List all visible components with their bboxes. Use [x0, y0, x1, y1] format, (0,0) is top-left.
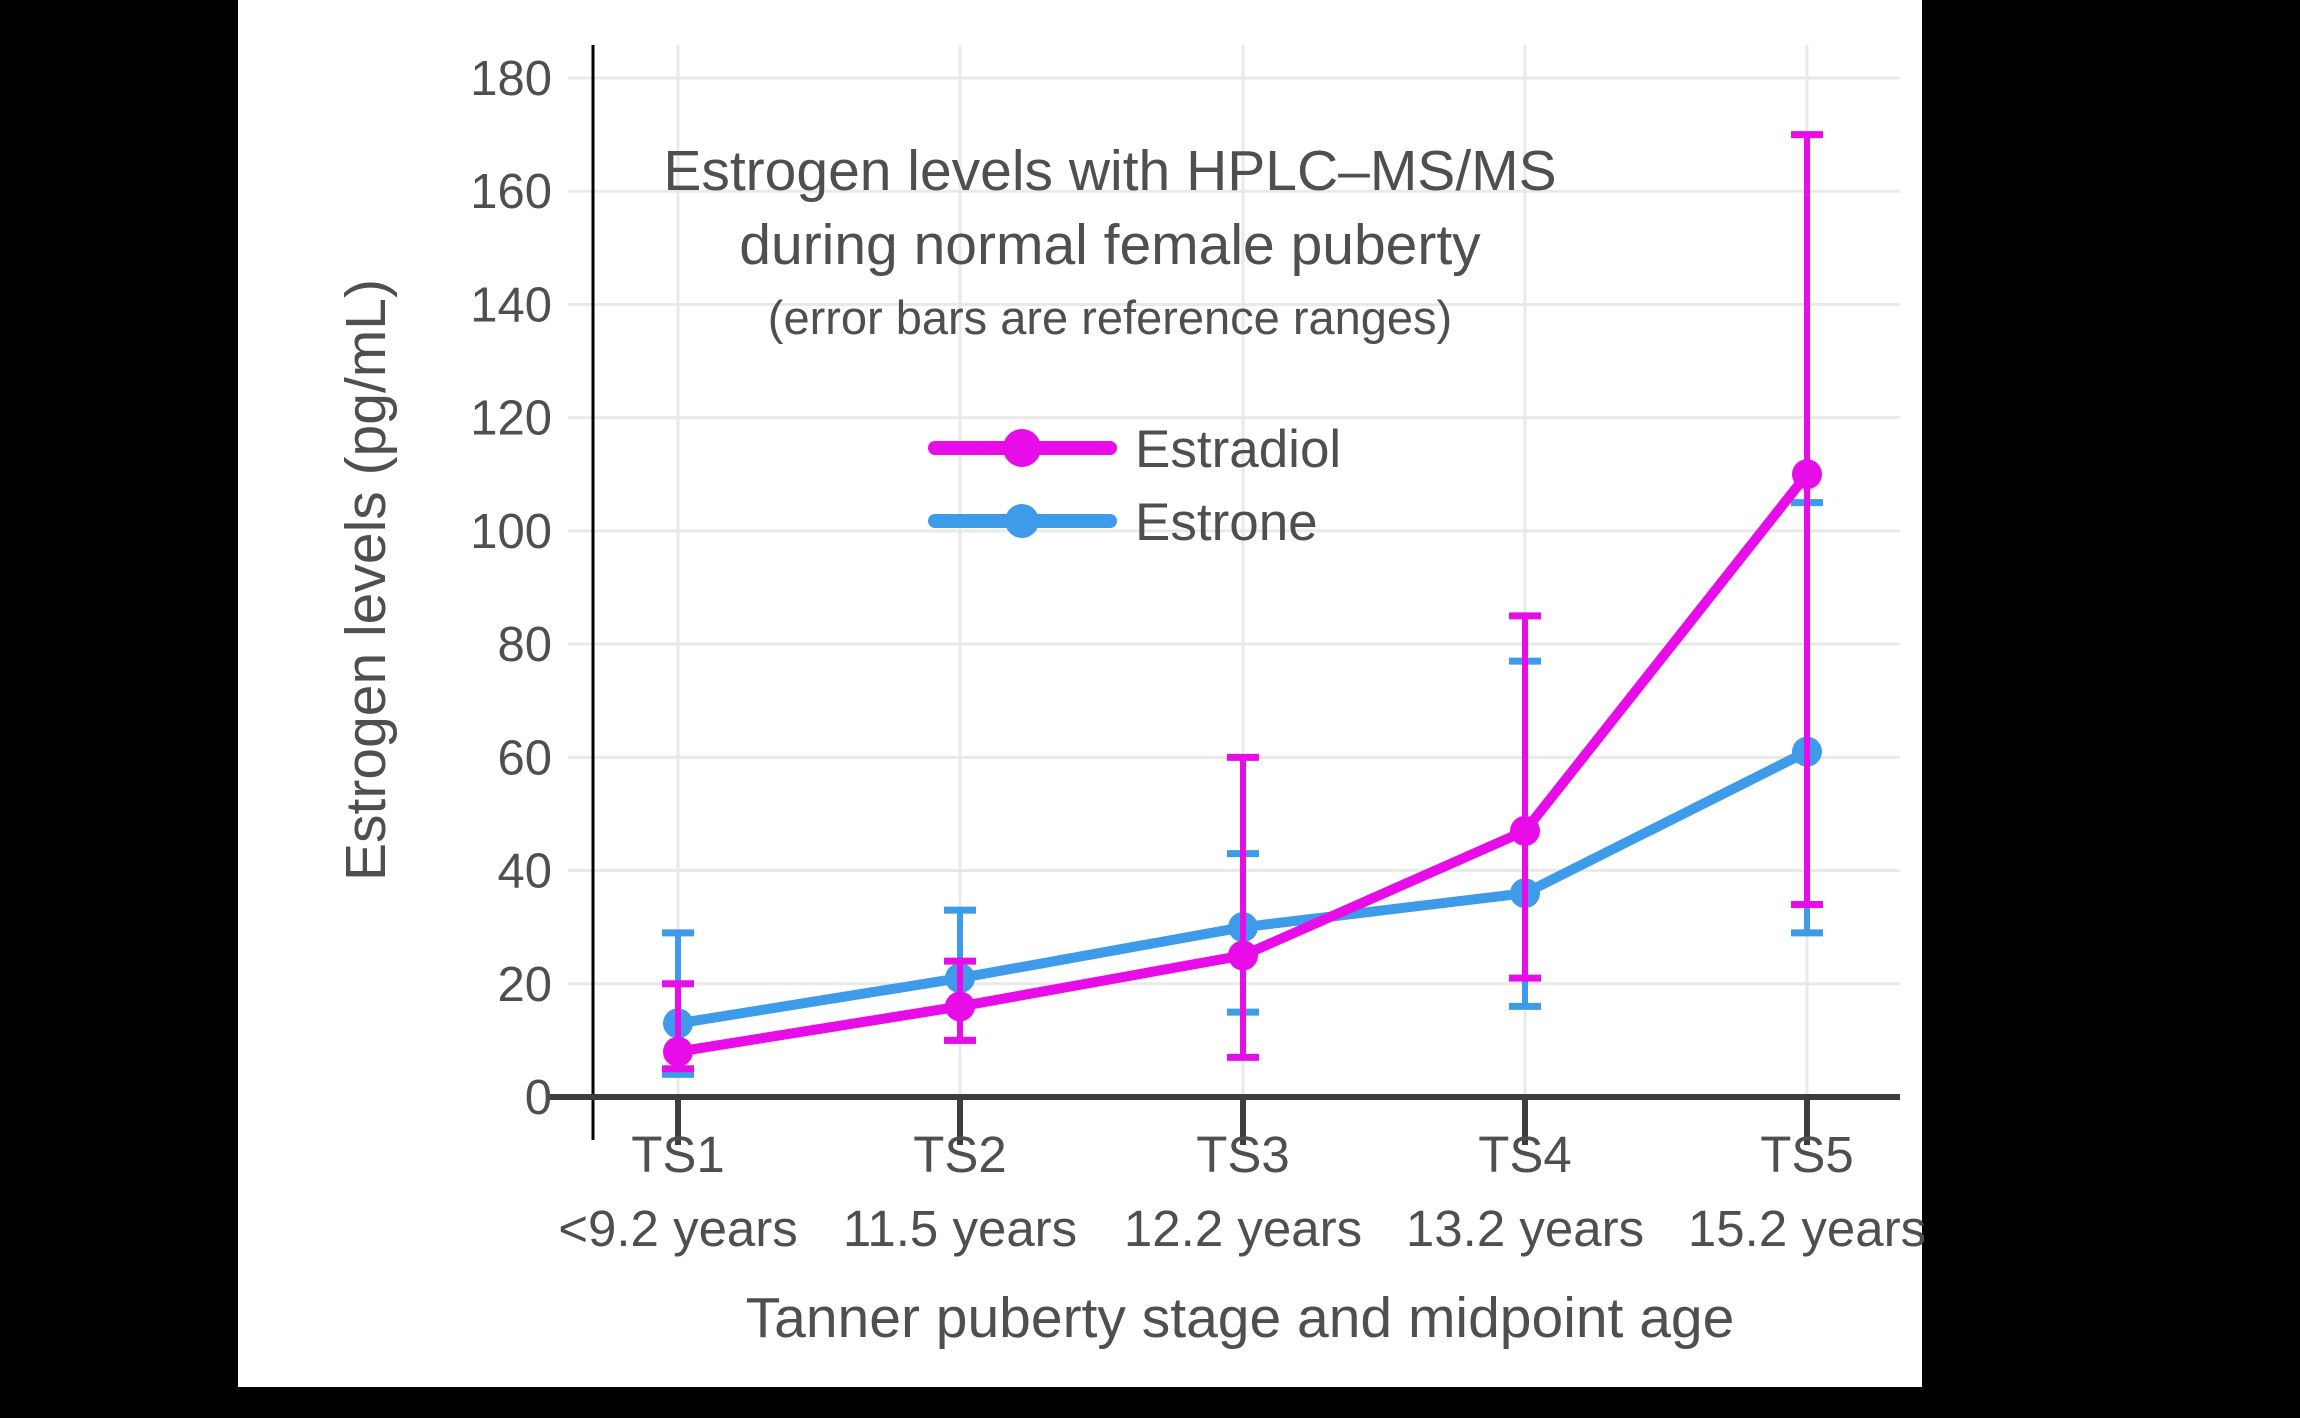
y-tick-label: 100: [470, 505, 552, 559]
x-axis-title: Tanner puberty stage and midpoint age: [746, 1286, 1735, 1350]
data-point: [663, 1036, 693, 1067]
y-tick-label: 0: [525, 1071, 552, 1125]
y-tick-label: 20: [497, 958, 552, 1012]
legend-estrone-label: Estrone: [1135, 493, 1318, 552]
y-tick-label: 60: [497, 731, 552, 785]
y-tick-label: 160: [470, 165, 552, 219]
y-axis-title: Estrogen levels (pg/mL): [334, 279, 398, 881]
legend-estradiol-marker: [1003, 429, 1041, 467]
y-tick-label: 80: [497, 618, 552, 672]
chart-subtitle: (error bars are reference ranges): [768, 291, 1452, 344]
chart-canvas: [238, 0, 1922, 1387]
data-point: [945, 991, 975, 1022]
data-point: [1228, 940, 1258, 971]
x-age-label: 13.2 years: [1406, 1200, 1644, 1257]
y-tick-label: 120: [470, 392, 552, 446]
x-category-label: TS1: [631, 1126, 725, 1183]
y-tick-label: 140: [470, 278, 552, 332]
data-point: [1792, 459, 1822, 490]
x-category-label: TS2: [913, 1126, 1007, 1183]
x-age-label: 11.5 years: [843, 1200, 1077, 1257]
axis-layer: [548, 45, 1900, 1145]
y-tick-label: 180: [470, 52, 552, 106]
data-point: [1510, 815, 1540, 846]
legend-estradiol-label: Estradiol: [1135, 420, 1341, 479]
x-category-label: TS4: [1478, 1126, 1572, 1183]
x-age-label: 12.2 years: [1124, 1200, 1362, 1257]
x-age-label: <9.2 years: [558, 1200, 798, 1257]
chart-title-line-1: Estrogen levels with HPLC–MS/MS: [663, 139, 1556, 203]
legend-estrone-marker: [1005, 504, 1039, 538]
x-age-label: 15.2 years: [1688, 1200, 1926, 1257]
tick-label-layer: 0 20 40 60 80 100 120 140 160 180 TS1 TS2 TS3 TS4 TS5 <…: [470, 52, 1926, 1257]
chart-title-line-2: during normal female puberty: [739, 213, 1481, 277]
series-estradiol: [662, 131, 1823, 1073]
y-tick-label: 40: [497, 845, 552, 899]
series-layer: [662, 131, 1823, 1078]
x-category-label: TS5: [1760, 1126, 1854, 1183]
x-category-label: TS3: [1196, 1126, 1290, 1183]
legend: Estradiol Estrone: [928, 420, 1341, 552]
